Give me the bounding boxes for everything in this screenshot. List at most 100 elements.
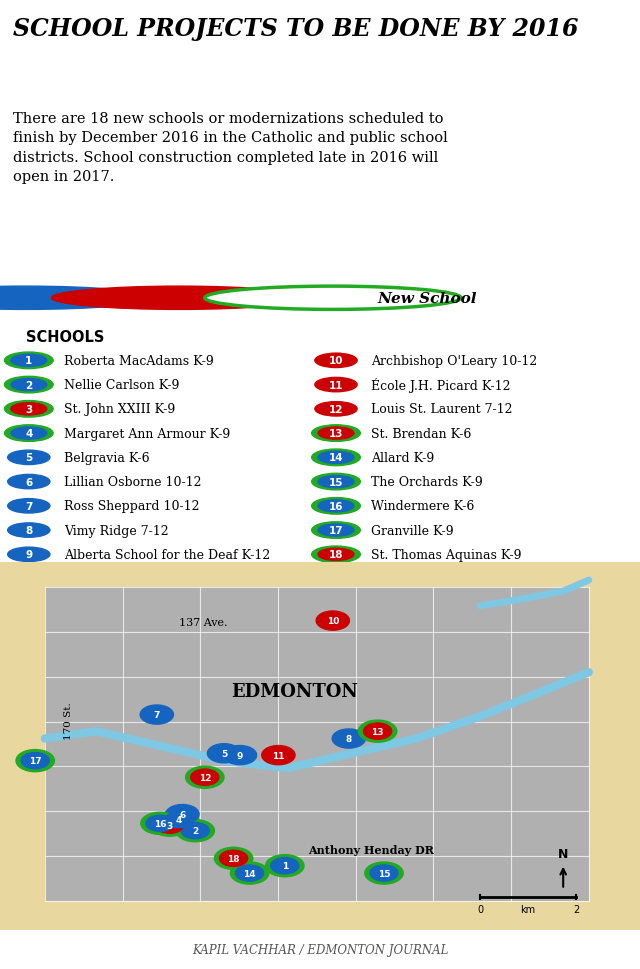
Circle shape (176, 820, 214, 842)
Text: 9: 9 (25, 549, 33, 560)
Circle shape (8, 451, 50, 465)
Circle shape (4, 353, 53, 369)
Circle shape (4, 401, 53, 418)
Text: Louis St. Laurent 7-12: Louis St. Laurent 7-12 (371, 403, 513, 416)
Text: 1: 1 (25, 356, 33, 366)
Text: École J.H. Picard K-12: École J.H. Picard K-12 (371, 378, 511, 392)
Text: 18: 18 (227, 854, 240, 863)
Text: 17: 17 (329, 525, 343, 536)
Text: 12: 12 (329, 404, 343, 415)
Text: 4: 4 (176, 815, 182, 825)
Circle shape (230, 862, 269, 884)
Text: Anthony Henday DR: Anthony Henday DR (308, 844, 434, 855)
Circle shape (220, 851, 248, 866)
Text: St. Brendan K-6: St. Brendan K-6 (371, 427, 472, 440)
Circle shape (150, 814, 189, 836)
Circle shape (318, 427, 354, 440)
Text: Vimy Ridge 7-12: Vimy Ridge 7-12 (64, 524, 168, 537)
Circle shape (8, 547, 50, 562)
Circle shape (262, 746, 295, 765)
Circle shape (312, 474, 360, 490)
Circle shape (332, 730, 365, 748)
FancyBboxPatch shape (45, 588, 589, 901)
Circle shape (141, 812, 179, 834)
Circle shape (186, 766, 224, 789)
Circle shape (4, 425, 53, 442)
Circle shape (8, 475, 50, 489)
Circle shape (312, 450, 360, 466)
Text: 5: 5 (25, 453, 33, 463)
Circle shape (316, 611, 349, 631)
Circle shape (370, 865, 398, 881)
Circle shape (11, 403, 47, 416)
Text: Lillian Osborne 10-12: Lillian Osborne 10-12 (64, 476, 202, 488)
Text: Granville K-9: Granville K-9 (371, 524, 454, 537)
Text: The Orchards K-9: The Orchards K-9 (371, 476, 483, 488)
Circle shape (318, 452, 354, 464)
Circle shape (318, 500, 354, 513)
Circle shape (21, 753, 49, 769)
Text: Allard K-9: Allard K-9 (371, 452, 435, 464)
Circle shape (364, 723, 392, 739)
Text: St. John XXIII K-9: St. John XXIII K-9 (64, 403, 175, 416)
Text: 14: 14 (243, 868, 256, 878)
Text: 17: 17 (29, 757, 42, 766)
Text: 137 Ave.: 137 Ave. (179, 618, 228, 628)
Circle shape (205, 287, 461, 310)
Text: 2: 2 (192, 827, 198, 835)
Text: 2: 2 (573, 904, 579, 915)
FancyBboxPatch shape (0, 562, 640, 930)
Circle shape (266, 855, 304, 877)
Circle shape (236, 865, 264, 881)
Text: Roberta MacAdams K-9: Roberta MacAdams K-9 (64, 355, 214, 367)
Circle shape (318, 524, 354, 537)
Text: 15: 15 (329, 477, 343, 487)
Circle shape (312, 498, 360, 515)
Circle shape (140, 705, 173, 725)
Text: 8: 8 (346, 735, 352, 743)
Text: 8: 8 (25, 525, 33, 536)
Circle shape (315, 354, 357, 368)
Circle shape (191, 769, 219, 786)
Circle shape (0, 287, 154, 310)
Circle shape (312, 522, 360, 539)
Text: 12: 12 (198, 773, 211, 782)
Text: 14: 14 (329, 453, 343, 463)
Text: Ross Sheppard 10-12: Ross Sheppard 10-12 (64, 500, 200, 513)
Circle shape (51, 287, 307, 310)
Text: SCHOOLS: SCHOOLS (26, 329, 104, 344)
Text: 9: 9 (237, 751, 243, 760)
Text: Nellie Carlson K-9: Nellie Carlson K-9 (64, 379, 179, 391)
Text: New School: New School (378, 292, 477, 305)
Text: 1: 1 (282, 861, 288, 870)
Circle shape (11, 379, 47, 391)
Text: 7: 7 (154, 710, 160, 719)
Text: 15: 15 (378, 868, 390, 878)
Text: Margaret Ann Armour K-9: Margaret Ann Armour K-9 (64, 427, 230, 440)
Circle shape (315, 378, 357, 392)
Circle shape (165, 812, 193, 828)
Circle shape (156, 817, 184, 833)
Text: 16: 16 (154, 819, 166, 828)
Circle shape (214, 847, 253, 869)
Text: Alberta School for the Deaf K-12: Alberta School for the Deaf K-12 (64, 548, 270, 561)
Text: Windermere K-6: Windermere K-6 (371, 500, 475, 513)
Text: km: km (520, 904, 536, 915)
Circle shape (315, 402, 357, 417)
Text: 10: 10 (329, 356, 343, 366)
Circle shape (160, 809, 198, 830)
Text: 18: 18 (329, 549, 343, 560)
Text: 6: 6 (179, 810, 186, 819)
Text: KAPIL VACHHAR / EDMONTON JOURNAL: KAPIL VACHHAR / EDMONTON JOURNAL (192, 943, 448, 956)
Text: 7: 7 (25, 501, 33, 512)
Text: 3: 3 (25, 404, 33, 415)
Circle shape (318, 548, 354, 561)
Text: 5: 5 (221, 749, 227, 758)
Circle shape (312, 425, 360, 442)
Text: 170 St.: 170 St. (64, 702, 73, 739)
Text: There are 18 new schools or modernizations scheduled to
finish by December 2016 : There are 18 new schools or modernizatio… (13, 111, 447, 184)
Text: 16: 16 (329, 501, 343, 512)
Circle shape (166, 804, 199, 824)
Text: 2: 2 (25, 380, 33, 391)
Circle shape (358, 720, 397, 742)
